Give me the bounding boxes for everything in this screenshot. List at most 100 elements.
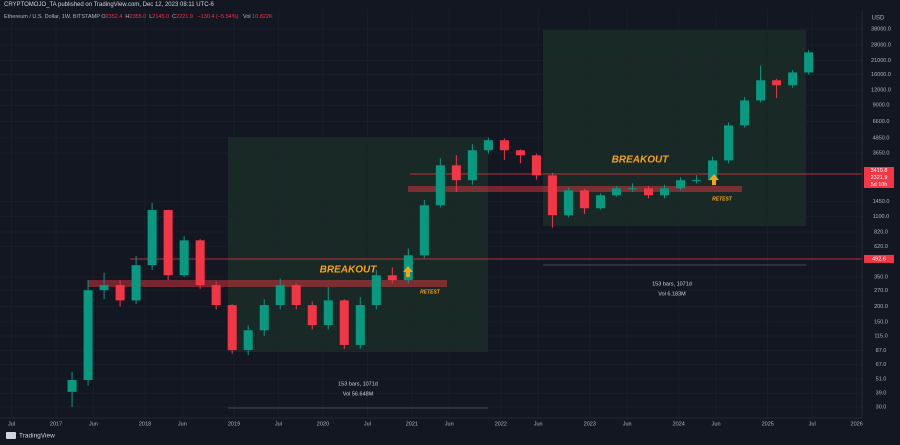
candle-body: [163, 210, 173, 276]
x-tick-label: 2020: [317, 421, 329, 427]
ohlc-value: 2221.9: [176, 14, 193, 20]
range-label: Vol 6.183M: [658, 291, 686, 297]
candle-body: [595, 195, 605, 209]
x-tick-label: Jun: [623, 421, 632, 427]
y-tick-label: 12000.0: [871, 87, 891, 93]
y-tick-label: 620.0: [874, 244, 888, 250]
y-tick-label: 270.0: [874, 288, 888, 294]
candle-body: [451, 165, 461, 181]
y-tick-label: 67.0: [876, 362, 887, 368]
logo: [6, 432, 16, 439]
range-label: 153 bars, 1071d: [338, 381, 378, 387]
candle-body: [563, 190, 573, 216]
candle-body: [115, 285, 125, 301]
candle-body: [99, 285, 109, 291]
candle-body: [371, 275, 381, 306]
candle-body: [275, 285, 285, 306]
candle-body: [195, 240, 205, 286]
price-tag: 3410.8: [871, 168, 888, 174]
y-tick-label: 6600.0: [873, 119, 890, 125]
annotation: RETEST: [712, 196, 733, 202]
ohlc-label: H: [125, 14, 130, 20]
y-tick-label: 200.0: [874, 304, 888, 310]
y-tick-label: 21000.0: [871, 58, 891, 64]
candle-body: [531, 155, 541, 176]
x-tick-label: Jun: [89, 421, 98, 427]
y-tick-label: 28000.0: [871, 43, 891, 49]
candle-body: [307, 305, 317, 326]
y-tick-label: 115.0: [874, 333, 887, 339]
y-tick-label: 1100.0: [873, 214, 889, 220]
range-label: Vol 56.648M: [343, 391, 374, 397]
y-tick-label: 51.0: [876, 376, 887, 382]
x-tick-label: 2017: [50, 421, 62, 427]
symbol: Ethereum / U.S. Dollar, 1W, BITSTAMP: [4, 14, 100, 20]
footer-brand: TradingView: [19, 433, 55, 440]
price-tag-box: [864, 174, 894, 188]
candle-body: [323, 300, 333, 326]
candle-body: [179, 240, 189, 276]
price-tag: 492.6: [872, 256, 886, 262]
candle-body: [419, 205, 429, 256]
x-tick-label: Jul: [364, 421, 371, 427]
candle-body: [67, 380, 77, 392]
y-tick-label: 350.0: [874, 274, 888, 280]
arrow-up: [403, 266, 413, 277]
candle-body: [243, 330, 253, 351]
candle-body: [660, 188, 670, 196]
candle-body: [708, 160, 718, 181]
candle-body: [788, 72, 798, 86]
range-label: 153 bars, 1071d: [652, 281, 692, 287]
candle-body: [740, 100, 750, 126]
price-tag: 2321.9: [871, 175, 888, 181]
y-tick-label: 3650.0: [873, 150, 890, 156]
x-tick-label: Jun: [712, 421, 721, 427]
price-tag-box: [864, 167, 894, 174]
countdown: 5d 10h: [871, 182, 888, 188]
candle-body: [579, 190, 589, 209]
candle-body: [611, 188, 621, 196]
y-tick-label: 30.0: [876, 405, 887, 411]
x-tick-label: 2018: [139, 421, 151, 427]
candle-body: [83, 290, 93, 381]
candle-body: [499, 140, 509, 151]
ohlc-label: L: [149, 14, 153, 20]
annotation: BREAKOUT: [320, 265, 378, 276]
candle-body: [724, 125, 734, 161]
volume: 10.822K: [252, 14, 273, 20]
y-tick-label: 87.0: [876, 348, 887, 354]
candle-body: [483, 140, 493, 151]
annotation: BREAKOUT: [612, 155, 670, 166]
x-tick-label: 2021: [406, 421, 418, 427]
x-tick-label: Jun: [445, 421, 454, 427]
x-tick-label: 2022: [495, 421, 507, 427]
y-tick-label: 150.0: [874, 319, 888, 325]
candle-body: [467, 150, 477, 181]
price-tag-box: [864, 254, 894, 263]
currency: USD: [872, 16, 885, 22]
candle-body: [515, 150, 525, 156]
candle-body: [211, 285, 221, 306]
x-tick-label: Jun: [178, 421, 187, 427]
legend: Ethereum / U.S. Dollar, 1W, BITSTAMP O23…: [4, 14, 276, 20]
support-band: [88, 280, 447, 287]
annotation: RETEST: [420, 289, 441, 295]
x-tick-label: 2024: [673, 421, 685, 427]
candle-body: [547, 175, 557, 216]
x-tick-label: Jun: [534, 421, 543, 427]
candle-body: [387, 275, 397, 281]
publisher-line: CRYPTOMOJO_TA published on TradingView.c…: [4, 2, 214, 8]
y-tick-label: 16000.0: [871, 72, 891, 78]
candle-body: [291, 285, 301, 306]
candle-body: [355, 305, 365, 345]
arrow-up: [709, 174, 719, 185]
candle-body: [227, 305, 237, 351]
change: −130.4 (−5.54%): [197, 14, 239, 20]
ohlc-value: 2355.0: [129, 14, 147, 20]
candle-body: [756, 80, 766, 101]
x-tick-label: Jul: [8, 421, 15, 427]
volume-label: Vol: [242, 14, 251, 20]
y-tick-label: 39.0: [876, 391, 887, 397]
